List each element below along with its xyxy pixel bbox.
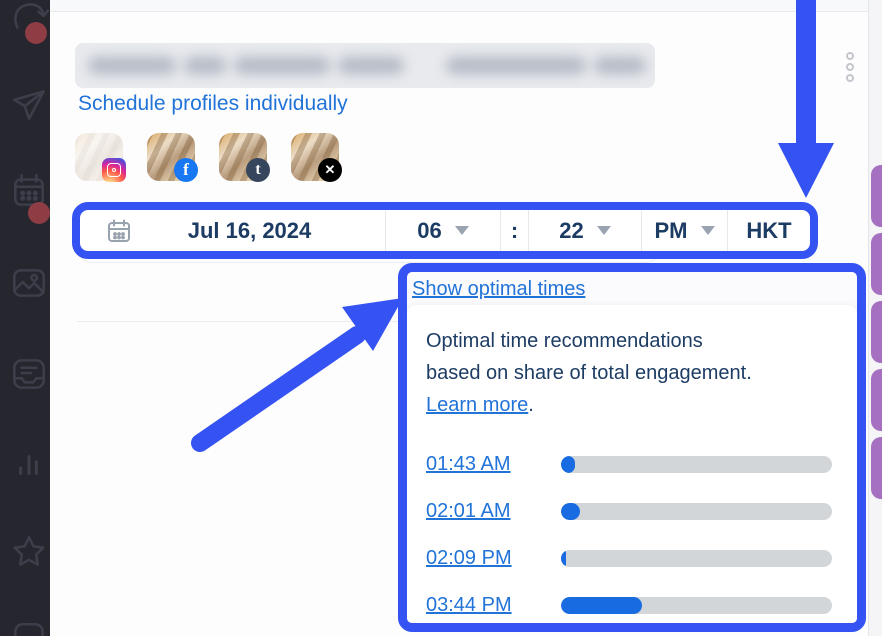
chevron-down-icon [596,226,611,235]
kebab-menu-icon[interactable] [844,52,856,85]
hour-select[interactable]: 06 [385,210,500,251]
redacted-word [234,57,330,74]
timeslot-pill[interactable] [871,369,882,431]
minute-value: 22 [559,217,584,243]
time-colon: : [500,210,528,251]
sentence-period: . [528,394,534,416]
facebook-badge-icon: f [174,158,198,182]
notification-badge [28,202,50,224]
redacted-word [184,57,226,74]
engagement-bar [561,597,832,614]
optimal-times-popup: Show optimal times Optimal time recommen… [398,263,866,632]
description-line: based on share of total engagement. [426,362,752,384]
description-line: Optimal time recommendations [426,330,703,352]
redacted-gap [412,65,438,66]
time-link[interactable]: 01:43 AM [426,453,511,475]
timeslot-pill[interactable] [871,301,882,363]
engagement-bar-fill [561,456,575,473]
datetime-picker: Jul 16, 2024 06 : 22 PM HKT [72,202,818,259]
profile-avatar-row: f t ✕ [75,133,342,182]
tumblr-badge-icon: t [246,158,270,182]
kebab-dot [846,74,854,82]
loop-icon[interactable] [8,0,50,38]
time-link[interactable]: 03:44 PM [426,594,512,616]
section-divider [77,321,448,322]
date-value: Jul 16, 2024 [187,217,312,243]
hour-value: 06 [417,217,442,243]
notification-badge [25,22,47,44]
learn-more-link[interactable]: Learn more [426,394,529,416]
meridiem-select[interactable]: PM [641,210,727,251]
engagement-bar [561,456,832,473]
paper-plane-icon[interactable] [8,83,50,125]
minute-select[interactable]: 22 [528,210,641,251]
camera-lens [111,167,116,172]
time-row: 02:01 AM [407,488,857,535]
time-link[interactable]: 02:01 AM [426,500,511,522]
calendar-icon[interactable] [8,170,50,212]
profile-tumblr[interactable]: t [219,133,270,182]
analytics-icon[interactable] [8,443,50,485]
sidebar [0,0,50,636]
profile-facebook[interactable]: f [147,133,198,182]
engagement-bar-fill [561,597,643,614]
time-row: 02:09 PM [407,535,857,582]
chevron-down-icon [454,226,469,235]
time-row: 01:43 AM [407,441,857,488]
meridiem-value: PM [654,217,688,243]
calendar-icon [106,218,132,244]
schedule-profiles-individually-link[interactable]: Schedule profiles individually [78,92,348,115]
engagement-bar-fill [561,550,567,567]
redacted-word [446,57,586,74]
engagement-bar [561,503,832,520]
profile-x[interactable]: ✕ [291,133,342,182]
optimal-times-list: 01:43 AM 02:01 AM 02:09 PM [407,441,857,623]
panel-icon[interactable] [8,620,50,636]
engagement-bar [561,550,832,567]
star-icon[interactable] [8,531,50,573]
timeslot-pill[interactable] [871,165,882,227]
panel-top-edge [50,0,868,12]
composer-panel: Schedule profiles individually f t ✕ [50,0,868,636]
redacted-word [594,57,646,74]
show-optimal-times-link[interactable]: Show optimal times [412,278,586,300]
timezone-label: HKT [727,210,810,251]
chevron-down-icon [700,226,715,235]
timeslot-pill[interactable] [871,233,882,295]
time-row: 03:44 PM [407,582,857,623]
redacted-title [75,43,655,88]
panel-border [868,0,869,636]
image-icon[interactable] [8,262,50,304]
time-link[interactable]: 02:09 PM [426,547,512,569]
date-field[interactable]: Jul 16, 2024 [80,210,385,251]
redacted-word [338,57,404,74]
kebab-dot [846,52,854,60]
kebab-dot [846,63,854,71]
chat-icon[interactable] [8,353,50,395]
profile-instagram[interactable] [75,133,126,182]
optimal-times-description: Optimal time recommendations based on sh… [407,305,857,421]
x-badge-icon: ✕ [318,158,342,182]
engagement-bar-fill [561,503,580,520]
instagram-badge-icon [102,158,126,182]
redacted-word [88,57,176,74]
timeslot-pill[interactable] [871,437,882,499]
camera-glyph [107,163,121,177]
right-edge-panel [869,0,882,636]
optimal-times-card: Optimal time recommendations based on sh… [407,305,857,623]
